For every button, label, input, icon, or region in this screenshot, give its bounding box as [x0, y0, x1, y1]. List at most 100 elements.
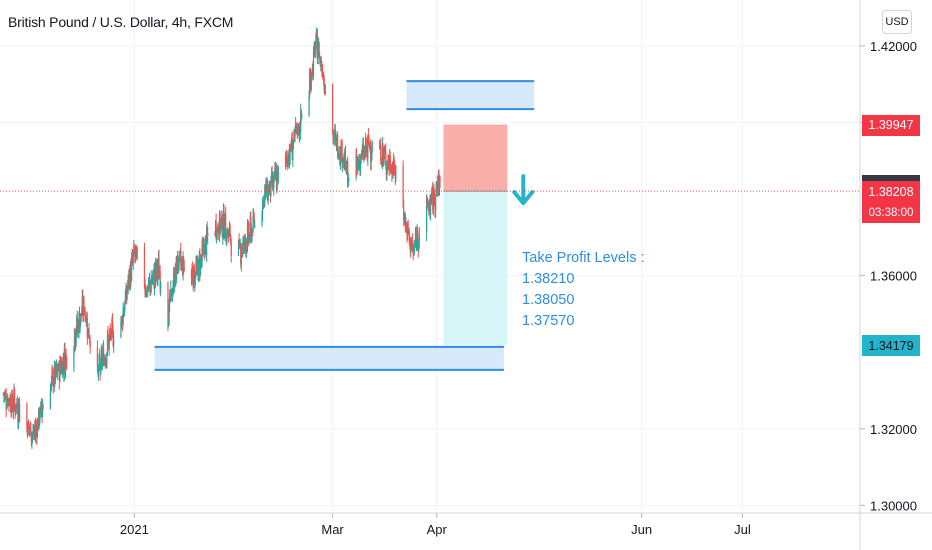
candle-up — [415, 243, 418, 247]
candle-down — [244, 236, 246, 243]
candle-up — [199, 261, 202, 274]
candle-down — [295, 123, 297, 127]
candle-down — [321, 68, 323, 72]
candle-up — [311, 73, 313, 75]
candle-up — [383, 149, 385, 163]
candle-down — [415, 234, 417, 247]
candle-up — [357, 166, 359, 169]
candle-up — [310, 73, 312, 91]
candle-up — [157, 264, 159, 279]
candle-down — [433, 190, 436, 205]
currency-button[interactable]: USD — [882, 10, 912, 34]
x-tick-label: 2021 — [120, 522, 149, 537]
candle-up — [41, 406, 44, 418]
candle-up — [178, 255, 180, 263]
candle-up — [438, 180, 441, 191]
candle-up — [268, 186, 270, 193]
candle-up — [180, 263, 183, 266]
candle-up — [309, 74, 311, 97]
short-position-layer[interactable] — [443, 124, 535, 346]
candle-up — [50, 377, 53, 386]
take-profit-level: 1.38050 — [522, 292, 575, 308]
candle-down — [427, 203, 429, 209]
candle-up — [167, 324, 170, 327]
candle-up — [216, 229, 218, 235]
candle-up — [160, 282, 162, 289]
candle-up — [123, 309, 125, 317]
candle-down — [380, 145, 382, 161]
candle-down — [239, 242, 241, 247]
candle-up — [39, 409, 41, 416]
candle-up — [79, 323, 81, 330]
take-profit-annotation[interactable]: Take Profit Levels : 1.38210 1.38050 1.3… — [522, 248, 645, 332]
candle-up — [11, 393, 13, 413]
candle-down — [5, 395, 7, 409]
candle-up — [113, 337, 115, 347]
candle-down — [102, 348, 105, 365]
candle-up — [39, 415, 41, 423]
candle-down — [158, 258, 160, 280]
candle-up — [74, 342, 77, 348]
candle-down — [344, 148, 347, 167]
candle-down — [240, 246, 242, 264]
candle-down — [30, 423, 32, 437]
candle-down — [167, 282, 169, 327]
candle-down — [59, 359, 62, 373]
candle-down — [225, 213, 227, 241]
candle-down — [88, 328, 90, 338]
candle-up — [148, 281, 150, 285]
candle-down — [53, 385, 55, 387]
candle-down — [109, 330, 111, 334]
supply-zone[interactable] — [406, 81, 535, 110]
candle-down — [358, 160, 361, 165]
candle-up — [174, 285, 176, 288]
candle-down — [86, 318, 88, 338]
candle-down — [203, 244, 205, 250]
candles-layer — [2, 27, 441, 450]
candle-up — [435, 186, 437, 196]
candle-up — [360, 157, 362, 162]
target-price-tag: 1.34179 — [862, 335, 920, 357]
candle-up — [261, 212, 263, 226]
candle-down — [320, 62, 322, 69]
candle-up — [12, 405, 15, 412]
candle-down — [250, 216, 252, 228]
candle-up — [120, 317, 123, 322]
candle-down — [402, 165, 404, 208]
zones-layer[interactable] — [154, 80, 535, 371]
candle-up — [171, 294, 174, 296]
candle-down — [11, 393, 13, 400]
candle-down — [322, 72, 324, 80]
candle-up — [252, 216, 254, 232]
candle-up — [147, 288, 149, 290]
candle-down — [159, 271, 161, 289]
candle-down — [368, 142, 371, 149]
candle-up — [101, 361, 104, 364]
stop-loss-zone — [443, 124, 508, 192]
candle-up — [32, 431, 34, 435]
candle-up — [194, 278, 196, 288]
demand-zone[interactable] — [154, 346, 504, 370]
candle-up — [267, 187, 269, 201]
candle-down — [403, 207, 405, 220]
candle-down — [394, 167, 396, 173]
candle-down — [316, 35, 319, 64]
candle-up — [348, 177, 350, 180]
candle-up — [168, 304, 170, 325]
candle-up — [312, 47, 315, 75]
candle-up — [289, 146, 291, 164]
candle-down — [300, 110, 302, 117]
candle-up — [222, 233, 224, 237]
candle-up — [395, 165, 397, 178]
candle-down — [337, 134, 339, 157]
candle-up — [103, 357, 105, 365]
candle-down — [412, 241, 414, 251]
candle-up — [31, 435, 33, 442]
candle-down — [180, 250, 182, 266]
candle-down — [342, 158, 344, 161]
candle-up — [64, 354, 67, 371]
candle-down — [143, 247, 146, 285]
candle-up — [57, 368, 59, 371]
